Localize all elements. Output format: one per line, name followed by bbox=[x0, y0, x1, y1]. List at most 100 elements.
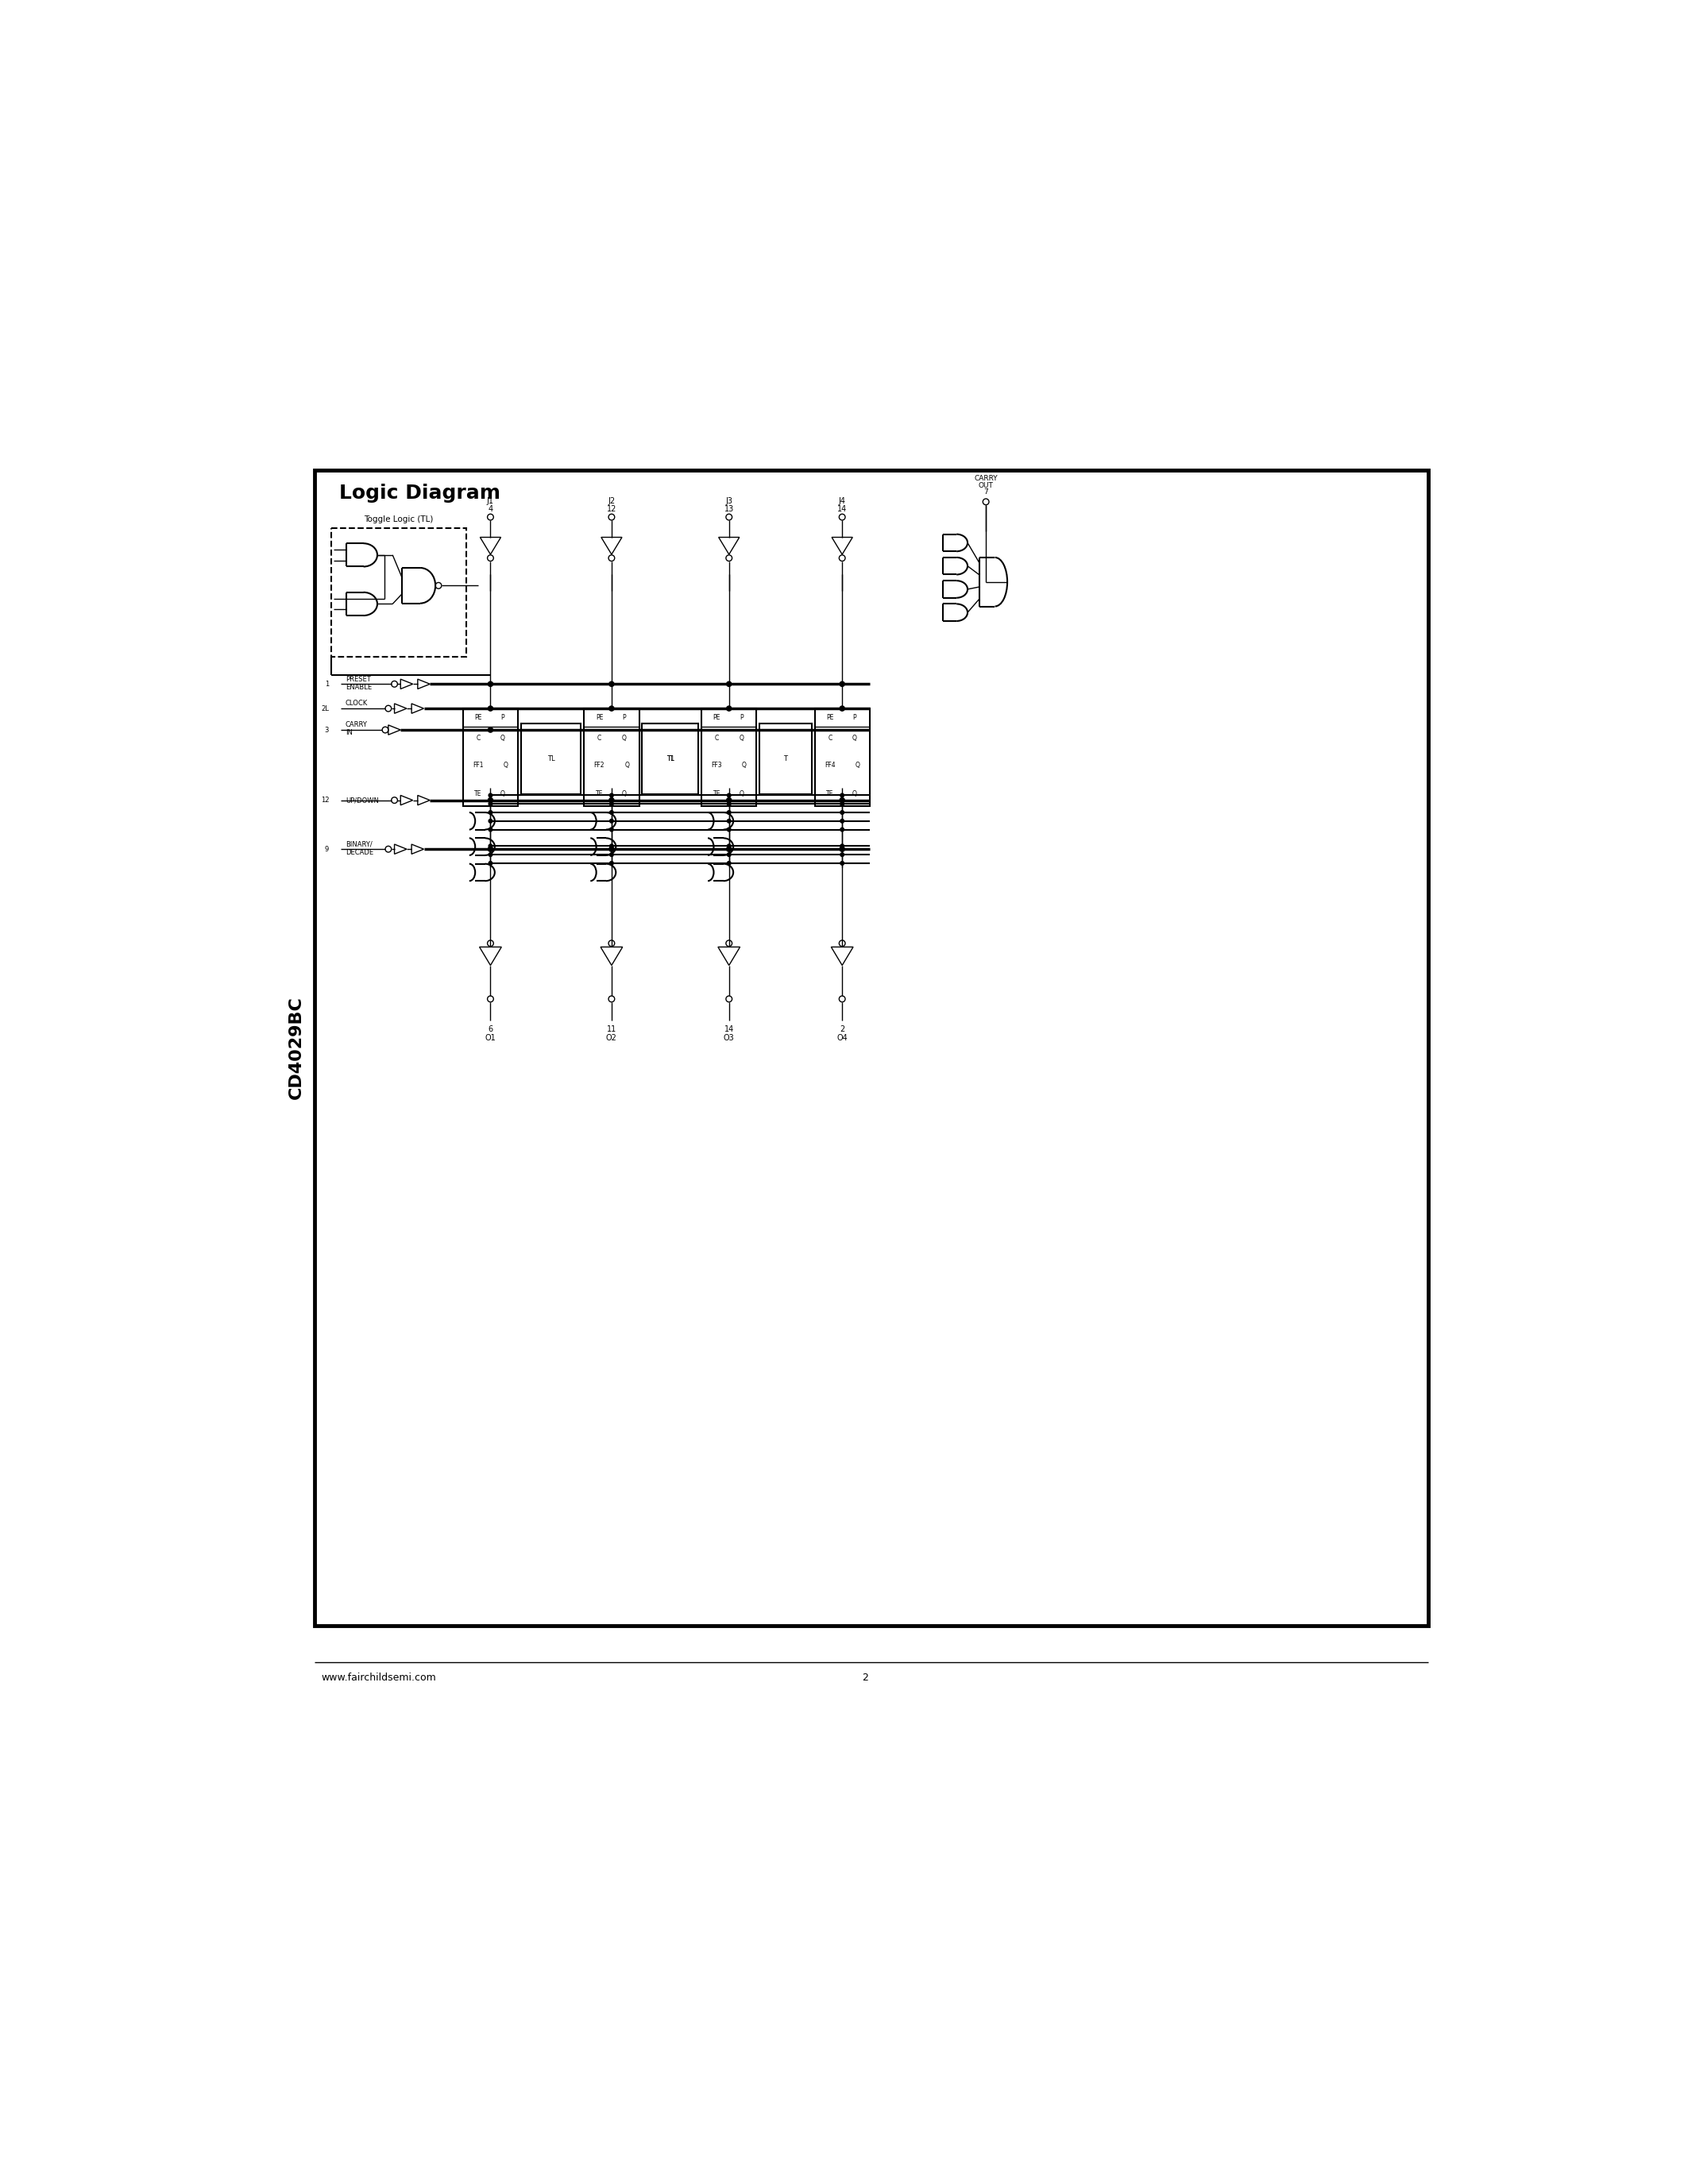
Circle shape bbox=[488, 828, 493, 832]
Text: Q̄: Q̄ bbox=[856, 762, 859, 769]
Text: 11: 11 bbox=[606, 1024, 616, 1033]
Circle shape bbox=[726, 681, 731, 686]
Text: P: P bbox=[621, 714, 626, 721]
Text: O1: O1 bbox=[484, 1033, 496, 1042]
Circle shape bbox=[488, 852, 493, 856]
Text: 4: 4 bbox=[488, 505, 493, 513]
Text: O2: O2 bbox=[606, 1033, 618, 1042]
Bar bbox=[702, 708, 756, 806]
Circle shape bbox=[841, 828, 844, 832]
Circle shape bbox=[488, 797, 493, 804]
Text: O3: O3 bbox=[724, 1033, 734, 1042]
Text: ENABLE: ENABLE bbox=[346, 684, 371, 690]
Text: FF2: FF2 bbox=[594, 762, 604, 769]
Text: TL: TL bbox=[667, 756, 674, 762]
Text: C: C bbox=[598, 734, 601, 740]
Text: TL: TL bbox=[547, 756, 555, 762]
Circle shape bbox=[839, 705, 844, 712]
Circle shape bbox=[609, 845, 613, 847]
Circle shape bbox=[609, 860, 613, 865]
Circle shape bbox=[488, 860, 493, 865]
Circle shape bbox=[728, 828, 731, 832]
Text: TE: TE bbox=[596, 791, 603, 797]
Text: Q: Q bbox=[852, 734, 858, 740]
Circle shape bbox=[609, 705, 614, 712]
Circle shape bbox=[609, 797, 614, 804]
Text: PE: PE bbox=[596, 714, 603, 721]
Circle shape bbox=[488, 705, 493, 712]
Circle shape bbox=[609, 802, 613, 806]
Bar bbox=[522, 723, 581, 795]
Circle shape bbox=[488, 681, 493, 686]
Circle shape bbox=[841, 819, 844, 823]
Text: 2L: 2L bbox=[321, 705, 329, 712]
Text: BINARY/: BINARY/ bbox=[346, 841, 373, 847]
Text: 12: 12 bbox=[606, 505, 616, 513]
Text: Q: Q bbox=[739, 734, 744, 740]
Circle shape bbox=[726, 797, 731, 804]
Text: 1: 1 bbox=[324, 681, 329, 688]
Text: J4: J4 bbox=[839, 498, 846, 505]
Text: PRESET: PRESET bbox=[346, 675, 371, 684]
Circle shape bbox=[609, 681, 614, 686]
Text: Q̄: Q̄ bbox=[743, 762, 746, 769]
Text: Q̄: Q̄ bbox=[503, 762, 508, 769]
Text: PE: PE bbox=[712, 714, 721, 721]
Text: CLOCK: CLOCK bbox=[346, 701, 368, 708]
Text: 12: 12 bbox=[321, 797, 329, 804]
Text: PE: PE bbox=[825, 714, 834, 721]
Circle shape bbox=[839, 797, 844, 804]
Circle shape bbox=[728, 860, 731, 865]
Circle shape bbox=[609, 828, 613, 832]
Circle shape bbox=[728, 810, 731, 815]
Text: CD4029BC: CD4029BC bbox=[289, 996, 304, 1099]
Circle shape bbox=[609, 819, 613, 823]
Text: O4: O4 bbox=[837, 1033, 847, 1042]
Circle shape bbox=[728, 819, 731, 823]
Circle shape bbox=[726, 705, 731, 712]
Circle shape bbox=[841, 793, 844, 797]
Text: 13: 13 bbox=[724, 505, 734, 513]
Bar bbox=[641, 723, 699, 795]
Circle shape bbox=[488, 793, 493, 797]
Text: 9: 9 bbox=[324, 845, 329, 852]
Text: C: C bbox=[827, 734, 832, 740]
Text: Toggle Logic (TL): Toggle Logic (TL) bbox=[365, 515, 434, 524]
Circle shape bbox=[609, 810, 613, 815]
Bar bbox=[815, 708, 869, 806]
Text: Q: Q bbox=[621, 734, 626, 740]
Text: Logic Diagram: Logic Diagram bbox=[339, 483, 501, 502]
Text: Q: Q bbox=[500, 734, 505, 740]
Text: 6: 6 bbox=[488, 1024, 493, 1033]
Circle shape bbox=[488, 819, 493, 823]
Text: 2: 2 bbox=[839, 1024, 844, 1033]
Circle shape bbox=[728, 802, 731, 806]
Text: 14: 14 bbox=[724, 1024, 734, 1033]
Text: OUT: OUT bbox=[979, 483, 994, 489]
Text: PE: PE bbox=[474, 714, 483, 721]
Bar bbox=[584, 708, 640, 806]
Text: P: P bbox=[852, 714, 856, 721]
Text: UP/DOWN: UP/DOWN bbox=[346, 797, 378, 804]
Text: 2: 2 bbox=[861, 1673, 868, 1684]
Text: C: C bbox=[476, 734, 481, 740]
Circle shape bbox=[841, 802, 844, 806]
Circle shape bbox=[726, 847, 731, 852]
Text: 7: 7 bbox=[984, 489, 987, 496]
Text: FF3: FF3 bbox=[711, 762, 722, 769]
Text: FF1: FF1 bbox=[473, 762, 483, 769]
Text: J3: J3 bbox=[726, 498, 733, 505]
Bar bbox=[760, 723, 812, 795]
Circle shape bbox=[488, 810, 493, 815]
Circle shape bbox=[839, 681, 844, 686]
Circle shape bbox=[488, 845, 493, 847]
Circle shape bbox=[488, 802, 493, 806]
Circle shape bbox=[609, 852, 613, 856]
Circle shape bbox=[841, 810, 844, 815]
Circle shape bbox=[609, 793, 613, 797]
Text: Q: Q bbox=[621, 791, 626, 797]
Text: DECADE: DECADE bbox=[346, 850, 373, 856]
Text: IN: IN bbox=[346, 729, 353, 736]
Text: TE: TE bbox=[825, 791, 834, 797]
Text: TE: TE bbox=[474, 791, 483, 797]
